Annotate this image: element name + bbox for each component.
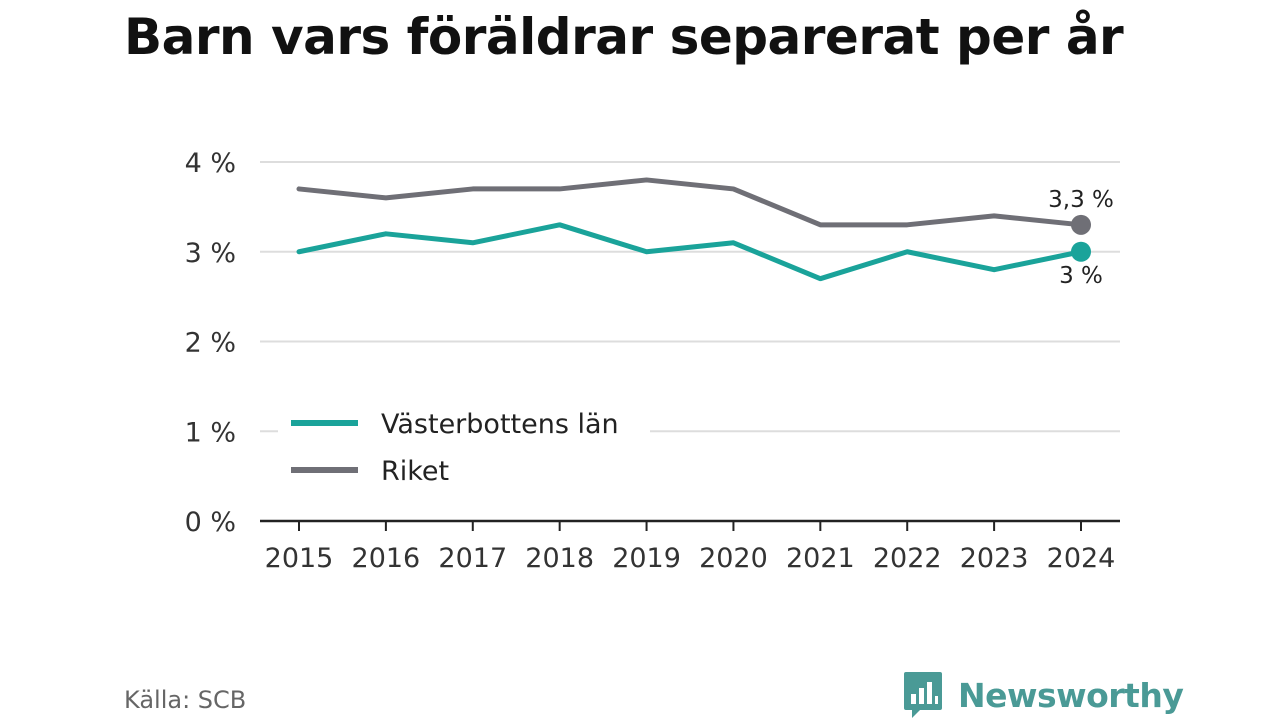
series-line: [296, 177, 1084, 228]
line-chart: 0 % 1 % 2 % 3 % 4 % 2015 2016 2017 2018 2019 2020…: [185, 148, 1120, 574]
legend: Västerbottens län Riket: [278, 405, 650, 490]
x-tick-label: 2021: [786, 543, 855, 574]
y-tick-label: 3 %: [185, 238, 236, 269]
legend-label: Västerbottens län: [381, 409, 619, 440]
series-lines: [296, 177, 1091, 282]
end-point: [1071, 241, 1091, 262]
y-tick-label: 1 %: [185, 417, 236, 448]
end-value-label: 3 %: [1059, 263, 1103, 289]
x-tick-label: 2015: [265, 543, 334, 574]
brand-logo: Newsworthy: [902, 670, 1184, 720]
source-note: Källa: SCB: [124, 686, 247, 714]
end-point: [1071, 214, 1091, 235]
y-tick-label: 2 %: [185, 328, 236, 359]
x-tick-label: 2016: [352, 543, 421, 574]
y-tick-label: 0 %: [185, 507, 236, 538]
x-tick-label: 2019: [612, 543, 681, 574]
chart-title: Barn vars föräldrar separerat per år: [124, 8, 1124, 66]
bar-chart-bubble-icon: [904, 672, 942, 718]
gridlines: [260, 161, 1120, 433]
series-line: [296, 222, 1084, 282]
y-axis-ticks: 0 % 1 % 2 % 3 % 4 %: [185, 148, 236, 538]
y-tick-label: 4 %: [185, 148, 236, 179]
x-tick-label: 2017: [438, 543, 507, 574]
x-tick-label: 2023: [960, 543, 1029, 574]
x-tick-label: 2024: [1047, 543, 1116, 574]
end-labels: 3 % 3,3 %: [1048, 187, 1114, 289]
x-tick-label: 2022: [873, 543, 942, 574]
x-tick-label: 2020: [699, 543, 768, 574]
brand-name: Newsworthy: [958, 675, 1184, 715]
end-value-label: 3,3 %: [1048, 187, 1114, 213]
x-axis: 2015 2016 2017 2018 2019 2020 2021 2022 2023 2024: [260, 519, 1120, 574]
x-tick-label: 2018: [525, 543, 594, 574]
legend-label: Riket: [381, 456, 449, 487]
